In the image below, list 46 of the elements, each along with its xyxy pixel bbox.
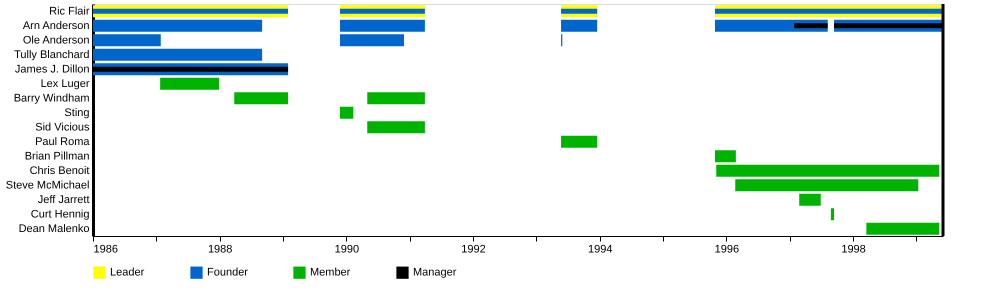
x-tick-label: 1998 <box>841 244 866 256</box>
bar <box>799 194 821 206</box>
y-tick-label: Dean Malenko <box>18 222 90 235</box>
x-tick-label: 1996 <box>714 244 740 256</box>
bar <box>714 150 736 162</box>
legend-label: Manager <box>413 266 457 279</box>
y-tick-label: Curt Hennig <box>30 208 90 220</box>
bar <box>561 136 598 148</box>
y-tick-label: Jeff Jarrett <box>38 194 90 206</box>
legend-label: Leader <box>110 266 145 279</box>
y-tick-label: Tully Blanchard <box>14 48 90 61</box>
bar <box>716 164 940 177</box>
bar <box>234 92 288 104</box>
bar <box>160 78 220 90</box>
bar <box>93 20 262 32</box>
x-tick-label: 1990 <box>334 244 360 256</box>
y-tick-label: Sid Vicious <box>35 121 90 134</box>
x-tick-label: 1992 <box>461 244 486 256</box>
bar <box>367 121 425 134</box>
y-tick-label: Brian Pillman <box>24 150 90 162</box>
y-tick-label: James J. Dillon <box>14 63 90 76</box>
bar <box>340 34 404 46</box>
bar <box>340 106 354 119</box>
bar <box>735 179 918 192</box>
y-tick-label: Steve McMichael <box>6 179 90 192</box>
y-tick-label: Chris Benoit <box>30 164 90 177</box>
y-tick-label: Arn Anderson <box>22 20 90 32</box>
bar <box>93 34 161 46</box>
bar <box>340 20 425 32</box>
bar <box>367 92 425 104</box>
bar <box>794 23 828 28</box>
y-tick-label: Paul Roma <box>35 136 90 148</box>
bar <box>830 208 834 220</box>
y-tick-label: Ric Flair <box>49 5 90 18</box>
x-tick-label: 1994 <box>588 244 612 256</box>
legend-label: Founder <box>207 266 248 279</box>
legend-label: Member <box>310 266 351 279</box>
y-tick-label: Sting <box>64 106 90 119</box>
y-tick-label: Barry Windham <box>14 92 90 104</box>
x-tick-label: 1988 <box>208 244 232 256</box>
x-tick-label: 1986 <box>94 244 118 256</box>
bar <box>93 48 262 61</box>
y-tick-label: Ole Anderson <box>22 34 90 46</box>
bar <box>561 20 598 32</box>
y-tick-label: Lex Luger <box>40 78 90 90</box>
bar <box>866 222 940 235</box>
